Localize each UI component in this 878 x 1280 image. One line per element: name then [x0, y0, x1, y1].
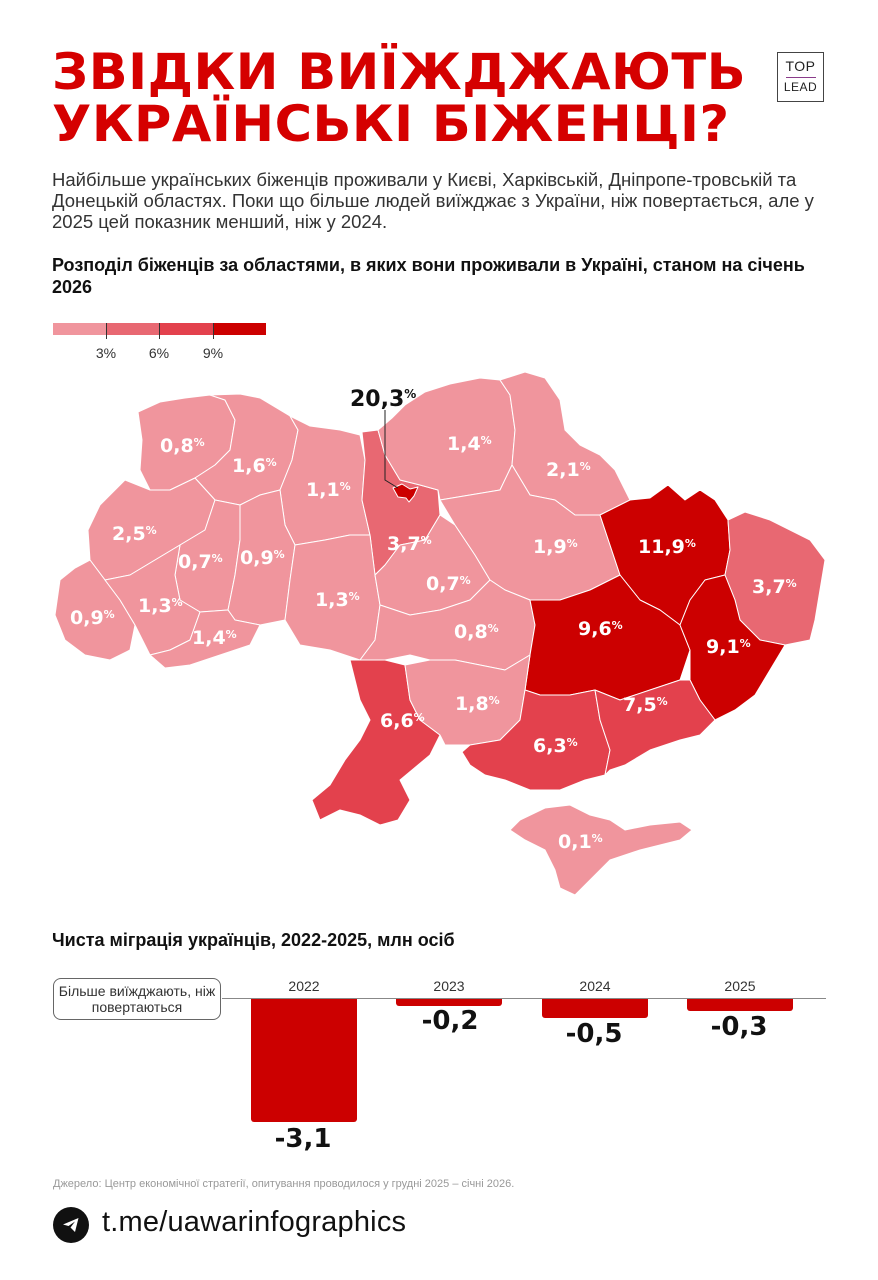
migration-chart-title: Чиста міграція українців, 2022-2025, млн…: [52, 930, 455, 950]
legend-tick-label: 6%: [148, 345, 170, 361]
bar-2024: [542, 999, 648, 1018]
year-label-2023: 2023: [433, 978, 465, 994]
svg-text:0,8%: 0,8%: [454, 621, 499, 643]
legend-bin-6-9: [159, 323, 213, 335]
color-legend: [53, 323, 266, 335]
chart-annotation: Більше виїжджають, ніж повертаються: [53, 978, 221, 1020]
source-note: Джерело: Центр економічної стратегії, оп…: [53, 1178, 515, 1190]
title-line-2: УКРАЇНСЬКІ БІЖЕНЦІ?: [52, 95, 730, 153]
legend-bin-0-3: [53, 323, 107, 335]
svg-text:3,7%: 3,7%: [752, 576, 797, 598]
svg-text:0,8%: 0,8%: [160, 435, 205, 457]
svg-text:0,9%: 0,9%: [240, 547, 285, 569]
year-label-2022: 2022: [288, 978, 320, 994]
bar-value-2024: -0,5: [565, 1019, 623, 1049]
logo-top-text: TOP: [785, 58, 816, 74]
region-crimea: [509, 804, 693, 896]
svg-text:6,6%: 6,6%: [380, 710, 425, 732]
region-zaporizhzhia: [594, 679, 716, 776]
legend-tick: [159, 323, 160, 339]
year-label-2024: 2024: [579, 978, 611, 994]
logo-bottom-text: LEAD: [783, 80, 818, 94]
kyiv-leader-line: [384, 410, 399, 489]
legend-bin-3-6: [106, 323, 160, 335]
telegram-icon[interactable]: [53, 1207, 89, 1243]
legend-tick: [213, 323, 214, 339]
svg-text:1,6%: 1,6%: [232, 455, 277, 477]
bar-2022: [251, 999, 357, 1122]
svg-text:1,9%: 1,9%: [533, 536, 578, 558]
svg-text:9,6%: 9,6%: [578, 618, 623, 640]
bar-2025: [687, 999, 793, 1011]
logo-divider: [785, 77, 816, 78]
legend-tick-label: 3%: [95, 345, 117, 361]
svg-text:1,4%: 1,4%: [192, 627, 237, 649]
svg-text:6,3%: 6,3%: [533, 735, 578, 757]
legend-tick: [106, 323, 107, 339]
bar-2023: [396, 999, 502, 1006]
svg-text:9,1%: 9,1%: [706, 636, 751, 658]
region-zakarpattia: [54, 559, 136, 661]
ukraine-choropleth-map: 20,3% 0,8% 1,6% 1,1% 3,7% 1,4% 2,1% 2,5%…: [54, 371, 826, 896]
svg-text:1,4%: 1,4%: [447, 433, 492, 455]
svg-text:1,3%: 1,3%: [138, 595, 183, 617]
lede-paragraph: Найбільше українських біженців проживали…: [52, 169, 814, 232]
chart-zero-axis: [222, 998, 826, 999]
legend-bin-9-plus: [212, 323, 266, 335]
telegram-channel-link[interactable]: t.me/uawarinfographics: [102, 1206, 407, 1238]
title-line-1: ЗВІДКИ ВИЇЖДЖАЮТЬ: [52, 43, 747, 101]
svg-text:2,1%: 2,1%: [546, 459, 591, 481]
svg-text:11,9%: 11,9%: [638, 536, 696, 558]
svg-text:3,7%: 3,7%: [387, 533, 432, 555]
bar-value-2023: -0,2: [421, 1006, 479, 1036]
svg-text:0,7%: 0,7%: [178, 551, 223, 573]
legend-tick-label: 9%: [202, 345, 224, 361]
svg-text:1,1%: 1,1%: [306, 479, 351, 501]
svg-text:2,5%: 2,5%: [112, 523, 157, 545]
svg-text:7,5%: 7,5%: [623, 694, 668, 716]
region-kyiv-city: [392, 483, 419, 503]
bar-value-2022: -3,1: [274, 1124, 332, 1154]
year-label-2025: 2025: [724, 978, 756, 994]
svg-text:0,1%: 0,1%: [558, 831, 603, 853]
map-subtitle: Розподіл біженців за областями, в яких в…: [52, 255, 805, 297]
svg-text:0,9%: 0,9%: [70, 607, 115, 629]
svg-text:1,3%: 1,3%: [315, 589, 360, 611]
svg-text:1,8%: 1,8%: [455, 693, 500, 715]
top-lead-logo: TOP LEAD: [777, 52, 824, 102]
bar-value-2025: -0,3: [710, 1012, 768, 1042]
page-title: ЗВІДКИ ВИЇЖДЖАЮТЬ УКРАЇНСЬКІ БІЖЕНЦІ?: [52, 46, 766, 150]
region-chernivtsi: [149, 609, 261, 669]
svg-text:0,7%: 0,7%: [426, 573, 471, 595]
